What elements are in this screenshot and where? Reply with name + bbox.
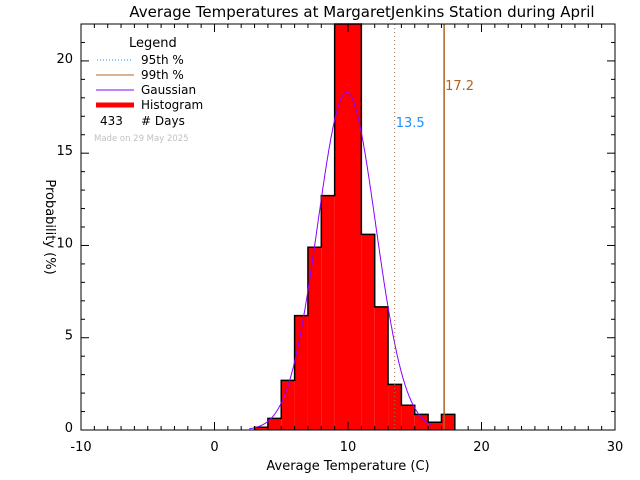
chart-title: Average Temperatures at MargaretJenkins … bbox=[129, 3, 594, 21]
histogram-bar bbox=[254, 427, 268, 430]
x-tick-label: 10 bbox=[340, 440, 357, 455]
y-tick-label: 20 bbox=[56, 52, 73, 67]
histogram-bar bbox=[321, 195, 335, 430]
y-tick-label: 10 bbox=[56, 236, 73, 251]
histogram-bar bbox=[414, 414, 429, 430]
made-on-annotation: Made on 29 May 2025 bbox=[94, 134, 189, 144]
legend-days-label: # Days bbox=[141, 114, 185, 128]
x-tick-label: -10 bbox=[70, 440, 91, 455]
histogram-bar bbox=[428, 422, 442, 430]
legend-days-count: 433 bbox=[100, 114, 123, 128]
legend-entry-gaussian: Gaussian bbox=[141, 83, 196, 97]
histogram-bar bbox=[348, 24, 362, 430]
histogram-bar bbox=[307, 247, 322, 430]
histogram-bar bbox=[388, 384, 402, 430]
histogram-bar bbox=[334, 24, 348, 430]
legend-title: Legend bbox=[129, 36, 177, 51]
legend-entry-p99: 99th % bbox=[141, 68, 184, 82]
histogram-bar bbox=[361, 234, 375, 430]
histogram-bar bbox=[374, 306, 389, 430]
legend-entry-p95: 95th % bbox=[141, 53, 184, 67]
y-tick-label: 0 bbox=[65, 421, 73, 436]
p95-label: 13.5 bbox=[396, 116, 425, 131]
legend: Legend 95th % 99th % Gaussian Histogram … bbox=[94, 36, 203, 144]
x-axis-label: Average Temperature (C) bbox=[266, 459, 429, 474]
histogram-bar bbox=[401, 405, 415, 430]
p99-label: 17.2 bbox=[445, 79, 474, 94]
histogram-bar bbox=[281, 380, 295, 430]
y-tick-label: 15 bbox=[56, 144, 73, 159]
x-tick-label: 20 bbox=[473, 440, 490, 455]
histogram-bar bbox=[267, 418, 282, 430]
x-tick-label: 0 bbox=[210, 440, 218, 455]
y-tick-label: 5 bbox=[65, 329, 73, 344]
x-tick-label: 30 bbox=[607, 440, 624, 455]
plot-area: 13.5 17.2 -10 0 10 20 30 0 5 10 15 20 bbox=[56, 23, 624, 455]
y-axis-label: Probability (%) bbox=[42, 179, 57, 274]
histogram-bar bbox=[294, 315, 308, 430]
gaussian-curve bbox=[249, 91, 433, 430]
legend-entry-histogram: Histogram bbox=[141, 98, 203, 112]
